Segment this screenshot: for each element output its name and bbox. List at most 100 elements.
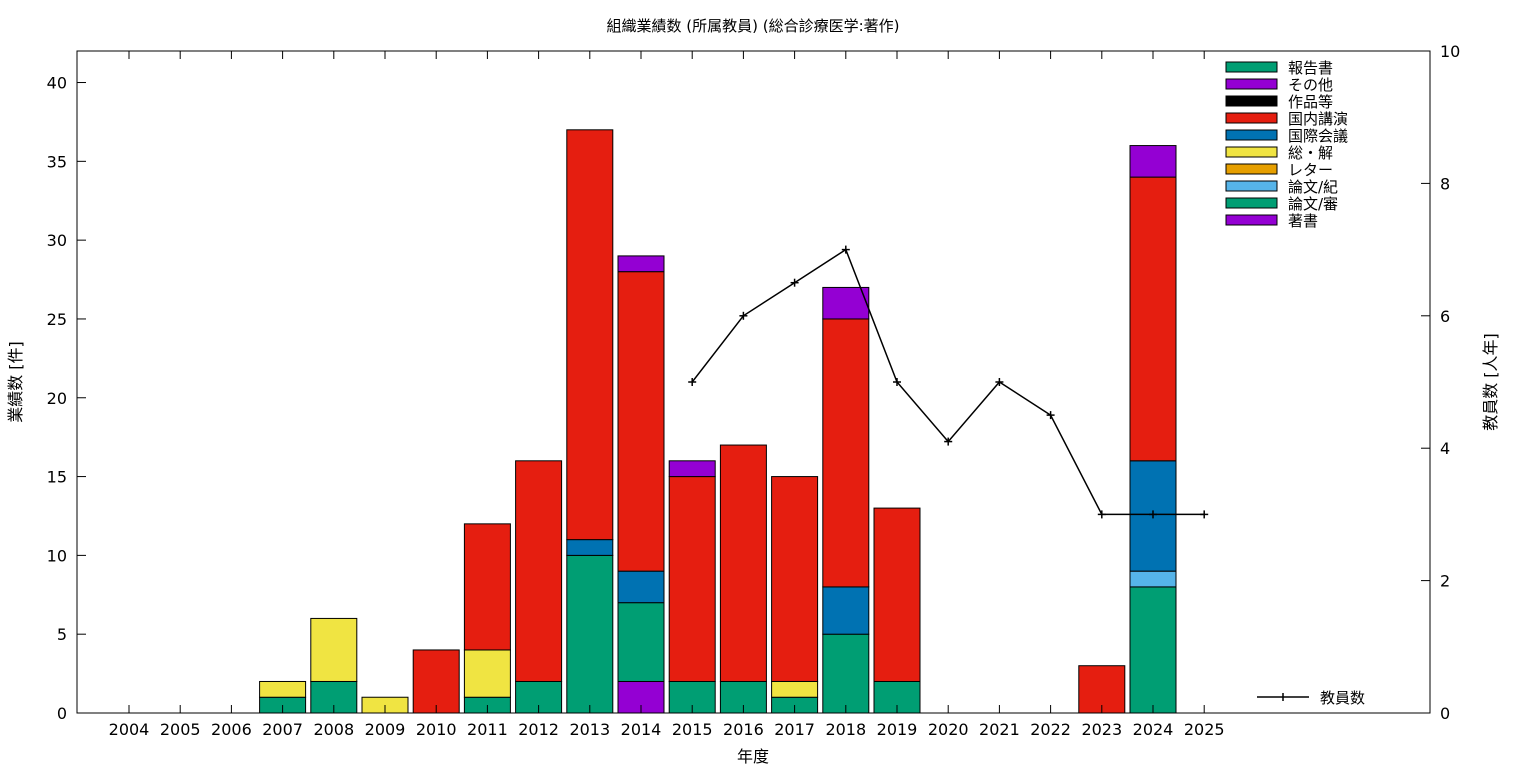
x-tick-label: 2007	[262, 720, 303, 739]
bar-2011-4	[463, 649, 511, 698]
bar-2007-4	[259, 680, 307, 698]
bar-2011-6	[463, 523, 511, 651]
y-tick-label: 40	[47, 74, 67, 93]
bar-2013-1	[566, 554, 614, 714]
bar-2017-4	[771, 680, 819, 698]
legend-swatch	[1225, 163, 1278, 175]
bar-2018-6	[822, 318, 870, 588]
x-tick-label: 2010	[416, 720, 457, 739]
y-axis-label: 業績数 [件]	[6, 341, 25, 423]
bar-2014-6	[617, 271, 665, 572]
faculty-point	[1200, 510, 1209, 519]
legend-label: その他	[1288, 76, 1333, 94]
bar-2010-6	[412, 649, 460, 714]
x-tick-label: 2019	[877, 720, 918, 739]
x-tick-label: 2017	[774, 720, 815, 739]
x-tick-label: 2022	[1030, 720, 1071, 739]
x-tick-label: 2004	[109, 720, 150, 739]
bar-2018-8	[822, 286, 870, 320]
legend-swatch	[1225, 197, 1278, 209]
y-tick-label: 0	[57, 704, 67, 723]
faculty-point	[739, 311, 748, 320]
line-layer	[688, 245, 1209, 519]
y2-axis-label: 教員数 [人年]	[1481, 333, 1500, 431]
bar-2018-5	[822, 586, 870, 635]
y-tick-label: 35	[47, 152, 67, 171]
bar-2014-1	[617, 602, 665, 682]
legend-label: レター	[1288, 161, 1333, 179]
bar-2017-6	[771, 476, 819, 682]
legend-swatch	[1225, 78, 1278, 90]
legend-swatch	[1225, 180, 1278, 192]
y-tick-label: 25	[47, 310, 67, 329]
legend-swatch	[1225, 95, 1278, 107]
legend-label: 論文/審	[1288, 195, 1338, 213]
x-tick-label: 2008	[313, 720, 354, 739]
y2-tick-label: 10	[1440, 42, 1460, 61]
y-tick-label: 20	[47, 389, 67, 408]
legend-line-label: 教員数	[1320, 689, 1365, 707]
bar-2008-4	[310, 617, 358, 682]
x-tick-label: 2012	[518, 720, 559, 739]
x-tick-label: 2020	[928, 720, 969, 739]
chart-title: 組織業績数 (所属教員) (総合診療医学:著作)	[607, 17, 900, 35]
legend-swatch	[1225, 146, 1278, 158]
x-tick-label: 2023	[1081, 720, 1122, 739]
y2-tick-label: 2	[1440, 572, 1450, 591]
bars-layer	[259, 129, 1177, 714]
faculty-point	[944, 437, 953, 446]
y2-tick-label: 6	[1440, 307, 1450, 326]
x-tick-label: 2005	[160, 720, 201, 739]
legend-swatch	[1225, 112, 1278, 124]
x-tick-label: 2021	[979, 720, 1020, 739]
x-tick-label: 2015	[672, 720, 713, 739]
legend-swatch	[1225, 129, 1278, 141]
y2-tick-label: 8	[1440, 174, 1450, 193]
faculty-point	[790, 278, 799, 287]
x-tick-label: 2014	[621, 720, 662, 739]
y2-tick-label: 0	[1440, 704, 1450, 723]
bar-2015-6	[668, 476, 716, 682]
bar-2014-5	[617, 570, 665, 604]
x-tick-label: 2013	[569, 720, 610, 739]
bar-2016-6	[719, 444, 767, 682]
legend-label: 総・解	[1288, 144, 1333, 162]
x-tick-label: 2016	[723, 720, 764, 739]
legend-label: 国際会議	[1288, 127, 1348, 145]
y-tick-label: 30	[47, 231, 67, 250]
bar-2024-2	[1129, 570, 1177, 588]
bar-2019-6	[873, 507, 921, 682]
bar-2024-6	[1129, 176, 1177, 462]
x-axis-label: 年度	[737, 747, 769, 766]
bar-2014-8	[617, 255, 665, 273]
faculty-point	[688, 378, 697, 386]
faculty-point	[1097, 510, 1106, 519]
bar-2024-1	[1129, 586, 1177, 714]
y-tick-label: 10	[47, 546, 67, 565]
legend-label: 論文/紀	[1288, 178, 1338, 196]
faculty-point	[995, 378, 1004, 386]
legend-label: 著書	[1288, 212, 1318, 230]
faculty-line	[691, 248, 1205, 516]
faculty-point	[893, 378, 901, 386]
x-tick-label: 2024	[1133, 720, 1174, 739]
faculty-point	[1149, 510, 1157, 519]
legend-swatch	[1225, 214, 1278, 226]
y-tick-label: 5	[57, 625, 67, 644]
x-tick-label: 2006	[211, 720, 252, 739]
x-tick-label: 2011	[467, 720, 508, 739]
legend-swatch	[1225, 61, 1278, 73]
bar-2012-6	[515, 460, 563, 682]
x-tick-label: 2009	[365, 720, 406, 739]
bar-2024-8	[1129, 145, 1177, 178]
bar-2015-8	[668, 460, 716, 478]
bar-2013-6	[566, 129, 614, 541]
x-tick-label: 2025	[1184, 720, 1225, 739]
faculty-point	[841, 245, 850, 254]
faculty-point	[1046, 411, 1055, 420]
legend-label: 報告書	[1288, 59, 1333, 77]
legend-label: 国内講演	[1288, 110, 1348, 128]
